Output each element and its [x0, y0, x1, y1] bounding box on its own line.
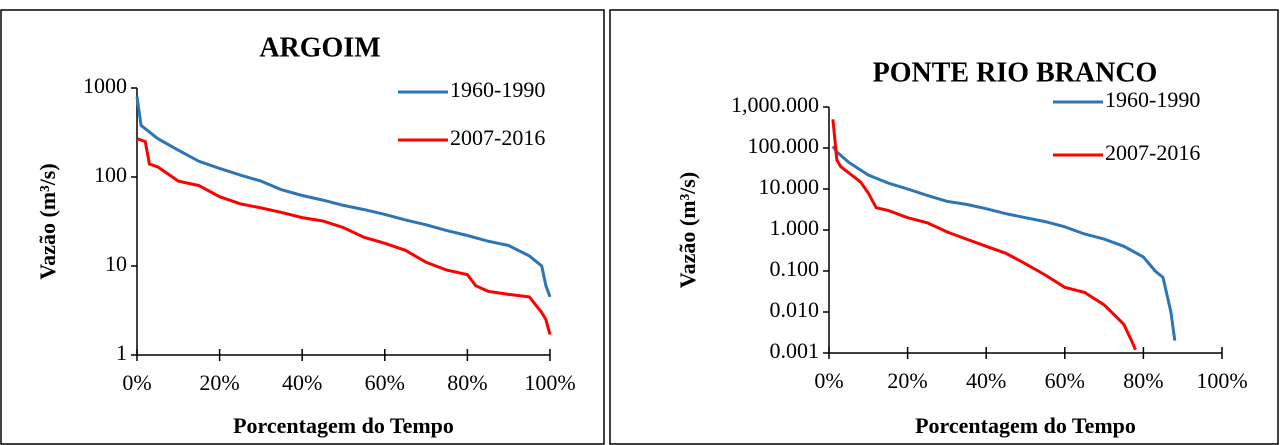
y-tick-label: 1 [116, 340, 127, 365]
legend-label: 2007-2016 [450, 125, 545, 150]
x-tick-label: 60% [365, 370, 405, 395]
x-tick-label: 20% [887, 368, 927, 393]
x-axis-title: Porcentagem do Tempo [915, 413, 1136, 438]
panel-frame [609, 9, 1279, 445]
y-tick-label: 0.010 [770, 297, 820, 322]
y-tick-label: 1000 [83, 73, 127, 98]
series-line [135, 96, 552, 298]
x-tick-label: 80% [1123, 368, 1163, 393]
panel-frame [0, 9, 605, 445]
y-tick-label: 10.000 [759, 174, 820, 199]
x-tick-label: 0% [122, 370, 151, 395]
chart-title: ARGOIM [259, 32, 380, 63]
series-line [831, 119, 1137, 351]
x-axis-title: Porcentagem do Tempo [233, 413, 454, 438]
x-tick-label: 100% [524, 370, 575, 395]
chart-title: PONTE RIO BRANCO [873, 57, 1158, 88]
y-tick-label: 100 [94, 162, 127, 187]
x-tick-label: 20% [199, 370, 239, 395]
x-tick-label: 100% [1196, 368, 1247, 393]
y-tick-label: 10 [105, 251, 127, 276]
y-tick-label: 1,000.000 [731, 92, 819, 117]
series-line [831, 145, 1177, 341]
x-tick-label: 60% [1045, 368, 1085, 393]
y-tick-label: 0.001 [770, 338, 820, 363]
x-tick-label: 40% [966, 368, 1006, 393]
y-axis-title: Vazão (m³/s) [675, 172, 700, 288]
legend-label: 1960-1990 [450, 77, 545, 102]
y-tick-label: 1.000 [770, 215, 820, 240]
x-tick-label: 40% [282, 370, 322, 395]
legend-label: 2007-2016 [1105, 140, 1200, 165]
legend-label: 1960-1990 [1105, 87, 1200, 112]
y-tick-label: 0.100 [770, 256, 820, 281]
series-line [136, 137, 552, 335]
x-tick-label: 80% [447, 370, 487, 395]
y-axis-title: Vazão (m³/s) [35, 163, 60, 279]
x-tick-label: 0% [814, 368, 843, 393]
y-tick-label: 100.000 [748, 133, 820, 158]
